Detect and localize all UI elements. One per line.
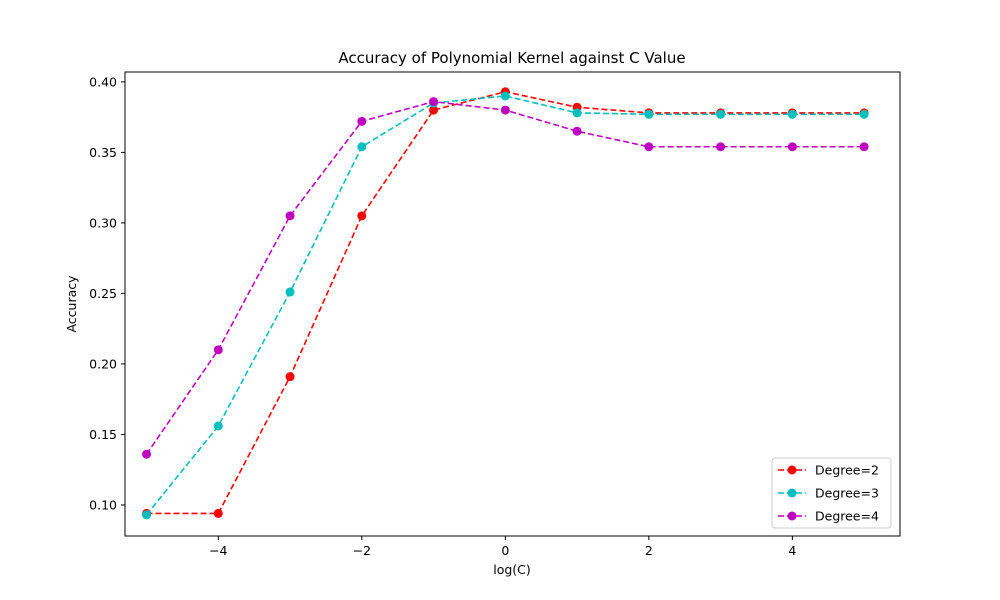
y-tick-label: 0.15	[89, 427, 117, 442]
chart-title: Accuracy of Polynomial Kernel against C …	[338, 49, 685, 67]
legend-item: Degree=4	[778, 509, 879, 524]
data-point	[644, 109, 654, 119]
legend-label: Degree=2	[815, 463, 879, 478]
y-axis: 0.10 0.15 0.20 0.25 0.30 0.35 0.40	[89, 74, 125, 512]
data-point	[787, 142, 797, 152]
legend-marker	[787, 511, 797, 521]
axes-background	[125, 72, 900, 536]
x-tick-label: 4	[788, 543, 796, 558]
data-point	[142, 449, 152, 459]
legend-item: Degree=2	[778, 463, 879, 478]
data-point	[787, 109, 797, 119]
data-point	[285, 211, 295, 221]
data-point	[644, 142, 654, 152]
x-axis-label: log(C)	[493, 562, 531, 577]
y-tick-label: 0.20	[89, 356, 117, 371]
data-point	[213, 421, 223, 431]
y-tick-label: 0.25	[89, 286, 117, 301]
legend-label: Degree=4	[815, 509, 879, 524]
data-point	[357, 142, 367, 152]
series-2	[142, 91, 869, 520]
x-tick-label: −4	[209, 543, 227, 558]
data-point	[213, 508, 223, 518]
data-point	[357, 211, 367, 221]
legend-box	[771, 457, 892, 529]
x-axis: −4 −2 0 2 4	[209, 536, 796, 558]
data-point	[285, 372, 295, 382]
data-point	[429, 105, 439, 115]
plot-area	[125, 72, 900, 536]
y-tick-label: 0.30	[89, 215, 117, 230]
data-point	[716, 109, 726, 119]
legend-label: Degree=3	[815, 486, 879, 501]
data-point	[213, 345, 223, 355]
data-point	[357, 116, 367, 126]
data-point	[500, 105, 510, 115]
legend-item: Degree=3	[778, 486, 879, 501]
legend: Degree=2 Degree=3 Degree=4	[771, 457, 892, 529]
data-point	[572, 108, 582, 118]
axes-frame	[124, 71, 901, 537]
data-point	[500, 91, 510, 101]
data-point	[716, 142, 726, 152]
series-3	[142, 97, 869, 459]
legend-marker	[787, 488, 797, 498]
data-point	[429, 97, 439, 107]
y-tick-label: 0.10	[89, 497, 117, 512]
data-point	[142, 510, 152, 520]
data-point	[859, 109, 869, 119]
x-tick-label: 2	[645, 543, 653, 558]
y-tick-label: 0.35	[89, 145, 117, 160]
y-axis-label: Accuracy	[64, 275, 79, 333]
data-point	[285, 287, 295, 297]
x-tick-label: 0	[501, 543, 509, 558]
series-layer	[142, 87, 869, 520]
y-tick-label: 0.40	[89, 74, 117, 89]
data-point	[859, 142, 869, 152]
axes-border	[124, 71, 901, 537]
x-tick-label: −2	[353, 543, 371, 558]
data-point	[572, 126, 582, 136]
legend-marker	[787, 465, 797, 475]
